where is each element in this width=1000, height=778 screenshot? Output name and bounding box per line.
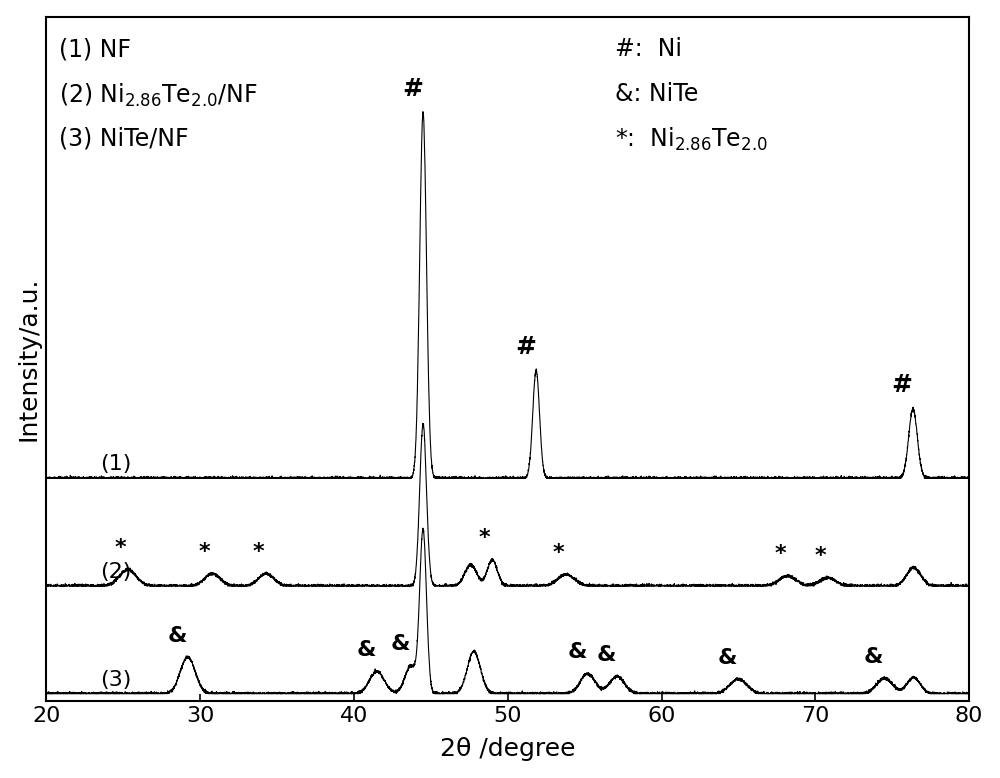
Text: &: NiTe: &: NiTe: [615, 82, 699, 106]
Y-axis label: Intensity/a.u.: Intensity/a.u.: [17, 277, 41, 441]
Text: *: *: [114, 538, 126, 559]
Text: *: *: [774, 545, 786, 564]
Text: (1) NF: (1) NF: [59, 37, 131, 61]
X-axis label: 2θ /degree: 2θ /degree: [440, 738, 575, 762]
Text: &: &: [596, 645, 616, 665]
Text: &: &: [567, 642, 587, 662]
Text: (3) NiTe/NF: (3) NiTe/NF: [59, 126, 188, 150]
Text: #: #: [515, 335, 536, 359]
Text: (3): (3): [100, 670, 131, 690]
Text: *: *: [553, 543, 564, 563]
Text: (1): (1): [100, 454, 131, 475]
Text: &: &: [356, 640, 376, 660]
Text: *: *: [253, 542, 264, 562]
Text: &: &: [390, 634, 410, 654]
Text: *: *: [199, 542, 210, 562]
Text: #: #: [402, 77, 423, 101]
Text: *:  Ni$_{2.86}$Te$_{2.0}$: *: Ni$_{2.86}$Te$_{2.0}$: [615, 126, 768, 153]
Text: &: &: [167, 626, 187, 646]
Text: (2) Ni$_{2.86}$Te$_{2.0}$/NF: (2) Ni$_{2.86}$Te$_{2.0}$/NF: [59, 82, 257, 109]
Text: #: #: [892, 373, 913, 398]
Text: (2): (2): [100, 562, 131, 582]
Text: &: &: [718, 647, 737, 668]
Text: &: &: [864, 647, 884, 667]
Text: #:  Ni: #: Ni: [615, 37, 682, 61]
Text: *: *: [479, 528, 490, 548]
Text: *: *: [814, 546, 826, 566]
